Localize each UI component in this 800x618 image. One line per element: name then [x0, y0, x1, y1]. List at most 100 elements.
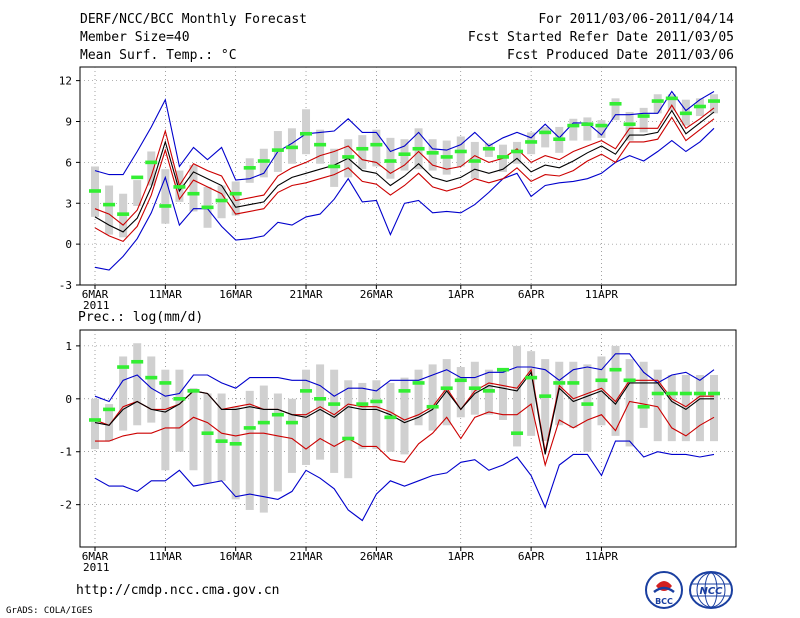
obs-marker	[708, 391, 720, 396]
obs-marker	[440, 155, 453, 159]
y-tick-label: 1	[65, 340, 72, 353]
spread-bar	[330, 369, 339, 473]
obs-marker	[117, 212, 130, 216]
ncc-logo: NCC	[689, 571, 733, 609]
forecast-start-date: Fcst Started Refer Date 2011/03/05	[467, 30, 734, 45]
obs-marker	[271, 412, 284, 417]
obs-marker	[567, 123, 580, 128]
spread-bar	[710, 374, 718, 442]
obs-marker	[356, 146, 369, 151]
spread-bar	[147, 151, 156, 186]
obs-marker	[426, 151, 439, 155]
bcc-logo-text: BCC	[655, 597, 673, 606]
x-tick-label: 6MAR	[82, 288, 109, 301]
obs-marker	[553, 381, 566, 385]
obs-marker	[398, 152, 411, 156]
obs-marker	[708, 99, 720, 103]
obs-marker	[426, 404, 439, 409]
obs-marker	[553, 137, 566, 142]
x-tick-label: 6APR	[518, 550, 545, 563]
spread-bar	[175, 369, 184, 452]
obs-marker	[623, 378, 636, 383]
spread-bar	[316, 364, 325, 460]
obs-marker	[440, 386, 453, 391]
obs-marker	[356, 402, 369, 406]
obs-marker	[482, 389, 495, 393]
spread-bar	[203, 393, 212, 484]
spread-bar	[302, 109, 311, 155]
spread-bar	[287, 398, 296, 473]
obs-marker	[609, 367, 622, 372]
obs-marker	[89, 189, 101, 193]
spread-bar	[428, 139, 437, 171]
x-tick-label: 11APR	[585, 288, 618, 301]
spread-bar	[161, 369, 170, 471]
obs-marker	[370, 399, 383, 404]
spread-bar	[105, 404, 114, 442]
obs-marker	[314, 397, 327, 401]
spread-bar	[597, 120, 606, 138]
obs-marker	[145, 160, 158, 165]
spread-bar	[105, 185, 114, 235]
obs-marker	[525, 375, 538, 380]
grads-credit: GrADS: COLA/IGES	[6, 606, 93, 616]
bcc-logo: BCC	[645, 571, 683, 609]
obs-marker	[398, 389, 411, 393]
spread-bar	[358, 135, 367, 170]
obs-marker	[243, 426, 256, 430]
spread-bar	[710, 94, 718, 114]
obs-marker	[412, 381, 425, 385]
obs-marker	[539, 130, 552, 135]
x-tick-label: 6APR	[518, 288, 545, 301]
obs-marker	[581, 402, 594, 406]
obs-marker	[384, 415, 397, 420]
obs-marker	[300, 389, 313, 393]
obs-marker	[637, 404, 650, 409]
obs-marker	[131, 359, 144, 364]
x-tick-label: 11MAR	[149, 288, 182, 301]
series-line-min	[94, 127, 715, 271]
source-url[interactable]: http://cmdp.ncc.cma.gov.cn	[76, 583, 280, 598]
obs-marker	[285, 145, 298, 150]
spread-bar	[681, 374, 690, 442]
obs-marker	[651, 99, 664, 103]
spread-bar	[639, 361, 648, 428]
y-tick-label: 12	[59, 75, 72, 88]
spread-bar	[695, 374, 704, 442]
obs-marker	[693, 104, 706, 109]
x-tick-label: 1APR	[448, 288, 475, 301]
obs-marker	[229, 441, 242, 446]
x-tick-label: 11APR	[585, 550, 618, 563]
obs-marker	[581, 122, 594, 127]
obs-marker	[454, 149, 467, 154]
spread-bar	[217, 393, 226, 481]
spread-bar	[231, 406, 240, 500]
series-line-lower	[94, 116, 715, 243]
y-tick-label: 0	[65, 393, 72, 406]
spread-bar	[639, 107, 648, 133]
obs-marker	[117, 365, 130, 369]
spread-bar	[611, 345, 620, 436]
spread-bar	[372, 380, 381, 450]
series-line-min	[94, 440, 715, 522]
obs-marker	[496, 155, 509, 159]
obs-marker	[342, 436, 355, 441]
forecast-period: For 2011/03/06-2011/04/14	[538, 12, 734, 27]
obs-marker	[215, 198, 228, 203]
series-line-max	[94, 353, 715, 403]
obs-marker	[370, 142, 383, 147]
obs-marker	[679, 391, 692, 396]
x-tick-label: 11MAR	[149, 550, 182, 563]
spread-bar	[541, 359, 550, 442]
temp-variable-label: Mean Surf. Temp.: °C	[80, 48, 237, 63]
obs-marker	[201, 431, 214, 436]
spread-bar	[414, 369, 423, 426]
obs-marker	[328, 402, 341, 406]
spread-bar	[400, 377, 409, 455]
spread-bar	[119, 356, 128, 431]
spread-bar	[358, 382, 367, 450]
obs-marker	[342, 155, 355, 159]
obs-marker	[103, 202, 116, 207]
series-line-lower	[95, 400, 715, 468]
